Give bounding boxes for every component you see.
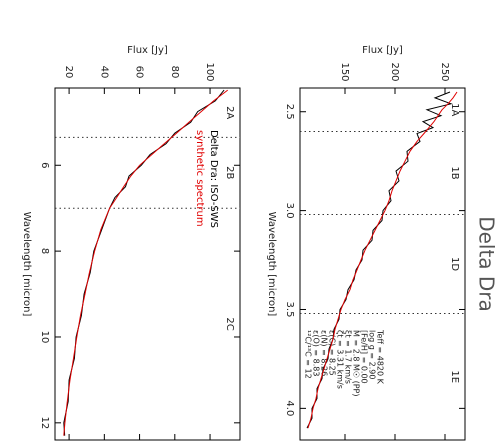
parameter-note: Teff = 4820 K <box>376 329 385 385</box>
spectrum-line <box>63 89 229 436</box>
x-axis-title: Wavelength [micron] <box>266 212 277 317</box>
x-tick-label: 6 <box>39 162 50 168</box>
x-tick-label: 2.5 <box>284 104 295 120</box>
band-label: 1A <box>449 103 460 116</box>
plot-frame <box>54 87 241 441</box>
y-tick-label: 100 <box>204 62 215 81</box>
band-label: 2C <box>224 317 235 330</box>
parameter-note: M = 2.8 M☉ (PP) <box>352 330 361 396</box>
band-label: 1D <box>449 257 460 271</box>
y-tick-label: 250 <box>439 62 450 81</box>
parameter-note: [Fe/H] = 0.00 <box>360 330 369 384</box>
legend-entry: synthetic spectrum <box>194 130 205 227</box>
band-label: 1B <box>449 166 460 179</box>
band-label: 2B <box>224 166 235 179</box>
spectrum-line <box>307 91 458 429</box>
y-tick-label: 40 <box>98 66 109 79</box>
y-axis-title: Flux [Jy] <box>127 45 168 56</box>
legend-entry: Delta Dra: ISO-SWS <box>208 130 219 228</box>
x-tick-label: 10 <box>39 331 50 344</box>
parameter-note: ε(N) = 8.26 <box>320 330 329 376</box>
band-label: 2A <box>224 106 235 119</box>
x-tick-label: 3.0 <box>284 203 295 219</box>
y-tick-label: 80 <box>169 66 180 79</box>
y-tick-label: 20 <box>63 66 74 79</box>
y-tick-label: 150 <box>339 62 350 81</box>
band-label: 1E <box>449 370 460 383</box>
parameter-note: log g = 2.90 <box>368 330 377 379</box>
plot-frame <box>299 87 466 441</box>
parameter-note: ξt = 1.7 km/s <box>344 330 353 384</box>
y-tick-label: 60 <box>134 66 145 79</box>
y-axis-title: Flux [Jy] <box>362 45 403 56</box>
x-tick-label: 4.0 <box>284 400 295 416</box>
parameter-note: ε(C) = 8.25 <box>328 330 337 376</box>
x-tick-label: 8 <box>39 248 50 254</box>
parameter-note: ζt = 3.31 km/s <box>336 330 345 389</box>
x-tick-label: 3.5 <box>284 302 295 318</box>
parameter-note: ¹²C/¹³C = 12 <box>304 330 313 379</box>
y-tick-label: 200 <box>389 62 400 81</box>
x-axis-title: Wavelength [micron] <box>21 212 32 317</box>
parameter-note: ε(O) = 8.83 <box>312 330 321 376</box>
x-tick-label: 12 <box>39 416 50 429</box>
figure-title: Delta Dra <box>475 216 499 312</box>
